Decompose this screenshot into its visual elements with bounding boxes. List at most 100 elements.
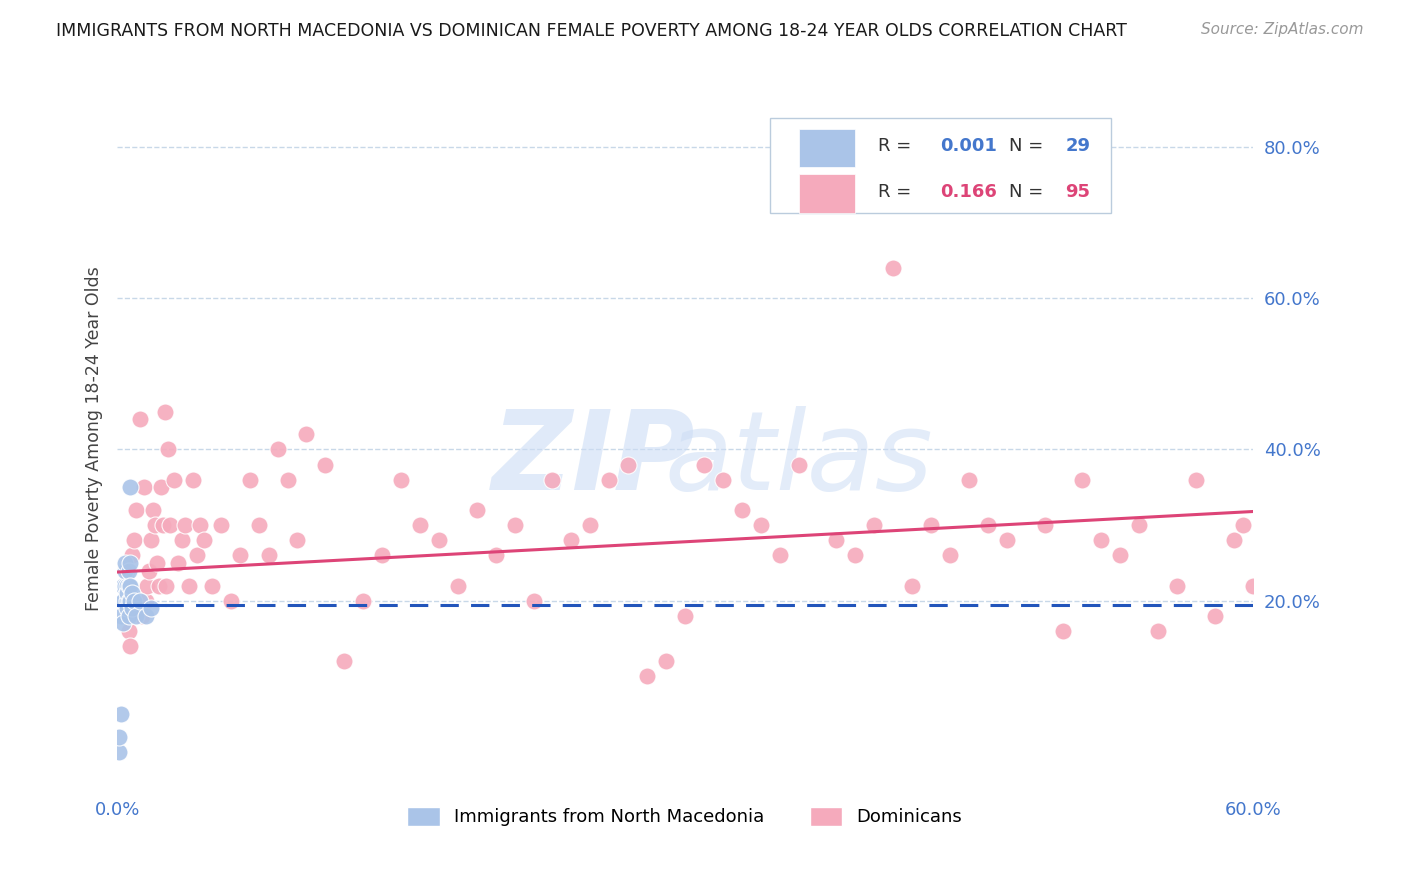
- Point: [148, 579, 170, 593]
- Point: [1166, 579, 1188, 593]
- Point: [485, 549, 508, 563]
- Point: [560, 533, 582, 548]
- Point: [117, 624, 139, 638]
- FancyBboxPatch shape: [799, 128, 855, 168]
- Point: [229, 549, 252, 563]
- Point: [120, 556, 142, 570]
- Point: [352, 594, 374, 608]
- Point: [155, 579, 177, 593]
- Point: [120, 480, 142, 494]
- Point: [863, 518, 886, 533]
- Point: [143, 518, 166, 533]
- Point: [125, 608, 148, 623]
- Point: [267, 442, 290, 457]
- Point: [465, 503, 488, 517]
- Point: [957, 473, 980, 487]
- Point: [115, 601, 138, 615]
- Point: [285, 533, 308, 548]
- Point: [1251, 549, 1274, 563]
- Point: [141, 533, 163, 548]
- Point: [117, 564, 139, 578]
- Point: [1223, 533, 1246, 548]
- Point: [1109, 549, 1132, 563]
- Point: [673, 608, 696, 623]
- Point: [1232, 518, 1254, 533]
- Point: [114, 556, 136, 570]
- Point: [1204, 608, 1226, 623]
- Point: [711, 473, 734, 487]
- Point: [177, 579, 200, 593]
- Point: [149, 480, 172, 494]
- Point: [117, 608, 139, 623]
- Point: [201, 579, 224, 593]
- Point: [276, 473, 298, 487]
- Point: [115, 586, 138, 600]
- Point: [121, 549, 143, 563]
- Point: [503, 518, 526, 533]
- FancyBboxPatch shape: [799, 174, 855, 213]
- Point: [146, 556, 169, 570]
- Point: [314, 458, 336, 472]
- Point: [977, 518, 1000, 533]
- Point: [135, 594, 157, 608]
- Point: [174, 518, 197, 533]
- Point: [693, 458, 716, 472]
- Text: R =: R =: [877, 183, 917, 201]
- Point: [579, 518, 602, 533]
- Point: [1147, 624, 1170, 638]
- Point: [121, 601, 143, 615]
- Point: [1185, 473, 1208, 487]
- Point: [111, 579, 134, 593]
- Text: atlas: atlas: [664, 406, 932, 513]
- Point: [731, 503, 754, 517]
- Point: [1257, 608, 1279, 623]
- Point: [295, 427, 318, 442]
- Point: [939, 549, 962, 563]
- Point: [110, 608, 132, 623]
- Point: [427, 533, 450, 548]
- Point: [135, 608, 157, 623]
- Point: [1260, 608, 1282, 623]
- Point: [115, 594, 138, 608]
- Text: N =: N =: [1008, 183, 1049, 201]
- Point: [170, 533, 193, 548]
- Point: [129, 412, 152, 426]
- Point: [157, 442, 180, 457]
- Point: [186, 549, 208, 563]
- Point: [749, 518, 772, 533]
- Text: Source: ZipAtlas.com: Source: ZipAtlas.com: [1201, 22, 1364, 37]
- Point: [1071, 473, 1094, 487]
- Point: [371, 549, 394, 563]
- Point: [882, 260, 904, 275]
- Text: IMMIGRANTS FROM NORTH MACEDONIA VS DOMINICAN FEMALE POVERTY AMONG 18-24 YEAR OLD: IMMIGRANTS FROM NORTH MACEDONIA VS DOMIN…: [56, 22, 1128, 40]
- Point: [131, 608, 153, 623]
- Point: [136, 579, 159, 593]
- Point: [166, 556, 188, 570]
- Point: [125, 503, 148, 517]
- Point: [110, 707, 132, 722]
- Text: N =: N =: [1008, 137, 1049, 155]
- Point: [844, 549, 866, 563]
- Point: [163, 473, 186, 487]
- Y-axis label: Female Poverty Among 18-24 Year Olds: Female Poverty Among 18-24 Year Olds: [86, 266, 103, 610]
- Point: [122, 533, 145, 548]
- Point: [1128, 518, 1150, 533]
- Point: [1052, 624, 1074, 638]
- Point: [159, 518, 181, 533]
- Point: [121, 586, 143, 600]
- Point: [138, 564, 160, 578]
- Point: [825, 533, 848, 548]
- Point: [115, 564, 138, 578]
- Point: [193, 533, 215, 548]
- Text: 95: 95: [1066, 183, 1090, 201]
- Text: R =: R =: [877, 137, 917, 155]
- Point: [132, 480, 155, 494]
- FancyBboxPatch shape: [770, 118, 1111, 213]
- Text: 29: 29: [1066, 137, 1090, 155]
- Point: [108, 745, 131, 759]
- Point: [247, 518, 270, 533]
- Point: [655, 654, 678, 668]
- Point: [219, 594, 242, 608]
- Point: [142, 503, 165, 517]
- Point: [114, 579, 136, 593]
